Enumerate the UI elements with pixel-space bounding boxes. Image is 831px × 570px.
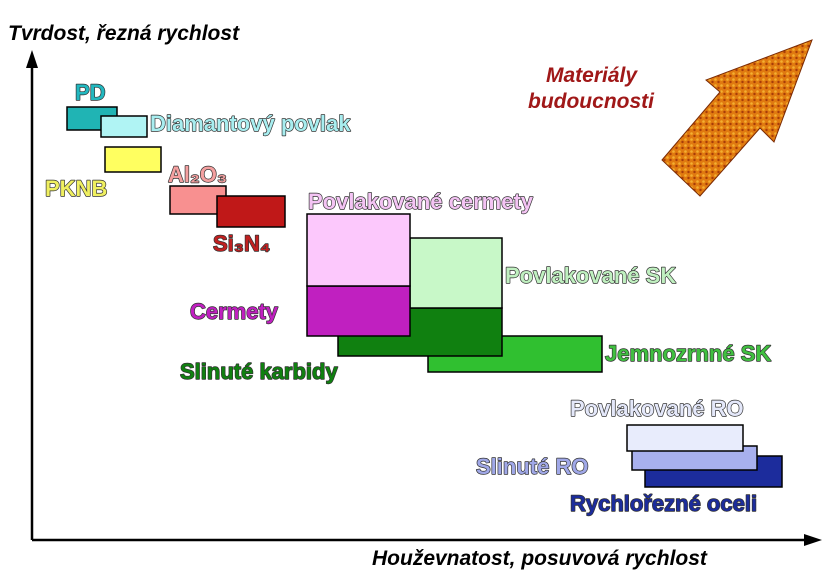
region-label: Rychlořezné oceli <box>570 491 757 516</box>
future-arrow <box>661 39 813 197</box>
region-label: PD <box>75 80 106 105</box>
axes <box>26 50 822 546</box>
region-label: Si₃N₄ <box>213 231 270 256</box>
region-box <box>626 424 744 452</box>
region-label: Povlakované SK <box>505 263 676 288</box>
region-box <box>100 115 148 138</box>
region-label: Cermety <box>190 299 279 324</box>
region-box <box>409 237 503 309</box>
y-axis-label: Tvrdost, řezná rychlost <box>8 22 240 45</box>
region-label: Al₂O₃ <box>168 162 227 187</box>
region-label: Slinuté RO <box>476 454 588 479</box>
region-label: Povlakované RO <box>570 396 744 421</box>
regions: PD Diamantový povlak PKNB Al₂O₃ Si₃N₄ Jemnozr… <box>44 79 783 517</box>
x-arrowhead <box>804 534 822 546</box>
region-box <box>216 195 286 228</box>
region-box <box>306 213 411 287</box>
region-label: Diamantový povlak <box>150 111 351 136</box>
region-box <box>104 146 162 173</box>
region-label: PKNB <box>45 176 107 201</box>
region-label: Jemnozrnné SK <box>605 341 771 366</box>
x-axis-label: Houževnatost, posuvová rychlost <box>372 547 708 570</box>
region-box <box>306 285 411 337</box>
region-label: Povlakované cermety <box>308 189 534 214</box>
arrow-label: budoucnosti <box>528 90 655 113</box>
y-arrowhead <box>26 50 38 68</box>
region-label: Slinuté karbidy <box>180 359 338 384</box>
arrow-label: Materiály <box>546 64 638 87</box>
